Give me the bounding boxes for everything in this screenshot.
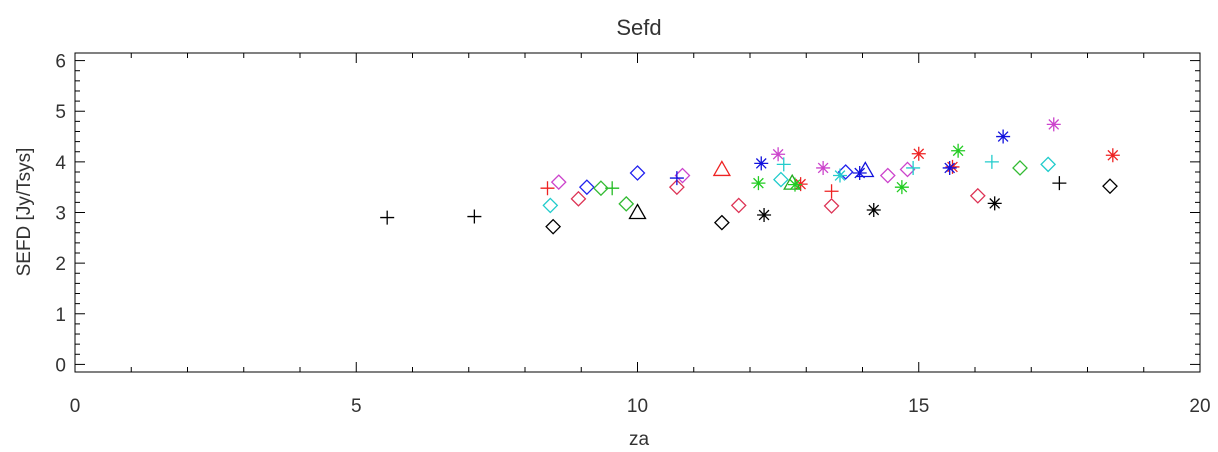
asterisk-marker [1046,117,1061,132]
y-tick-label: 6 [55,52,66,73]
y-tick-label: 0 [55,355,66,376]
asterisk-marker [852,166,867,181]
x-tick-label: 0 [70,396,81,417]
x-axis-label: za [629,429,650,450]
diamond-marker [837,164,854,180]
y-tick-labels: 0 1 2 3 4 5 6 [55,52,66,377]
y-tick-label: 4 [55,153,66,174]
diamond-marker [1102,178,1118,195]
diamond-marker [773,171,789,188]
asterisk-marker [833,168,847,183]
asterisk-marker [757,208,772,223]
x-tick-labels: 0 5 10 15 20 [70,396,1211,417]
plus-marker [669,171,684,186]
asterisk-marker [866,202,881,217]
diamond-marker [823,197,840,214]
triangle-marker [783,173,802,190]
diamond-marker [879,167,896,184]
asterisk-marker [996,129,1011,144]
data-markers [380,117,1120,235]
plus-marker [906,160,921,175]
diamond-marker [570,190,587,207]
asterisk-marker [945,159,960,174]
diamond-marker [1040,156,1057,173]
y-tick-label: 3 [55,204,66,225]
x-tick-label: 20 [1189,396,1210,417]
diamond-marker [618,195,635,212]
diamond-marker [593,180,609,197]
diamond-marker [730,197,747,214]
asterisk-marker [816,160,831,175]
asterisk-marker [987,196,1002,211]
asterisk-marker [771,147,786,162]
axis-ticks [74,53,1201,372]
diamond-marker [969,187,986,204]
triangle-marker [628,203,647,220]
y-axis-label: SEFD [Jy/Tsys] [14,148,35,277]
plus-marker [776,157,791,172]
diamond-marker [545,218,562,235]
plus-marker [540,181,555,196]
asterisk-marker [894,180,909,195]
plus-marker [380,210,395,225]
plus-marker [984,154,999,169]
y-tick-label: 1 [55,305,66,326]
asterisk-marker [942,160,957,175]
diamond-marker [550,174,567,191]
diamond-marker [1012,160,1028,176]
asterisk-marker [911,146,926,161]
asterisk-marker [754,156,769,171]
plot-frame [74,52,1201,373]
diamond-marker [674,167,691,184]
x-tick-label: 15 [908,396,929,417]
asterisk-marker [751,176,766,191]
diamond-marker [668,179,685,196]
y-tick-label: 5 [55,102,66,123]
chart-title: Sefd [616,15,661,40]
diamond-marker [713,214,730,231]
asterisk-marker [788,177,802,192]
plus-marker [824,184,839,199]
y-tick-label: 2 [55,254,66,275]
plus-marker [1052,176,1067,191]
x-tick-label: 10 [627,396,648,417]
diamond-marker [899,161,916,178]
diamond-marker [542,197,559,214]
asterisk-marker [1105,148,1120,163]
plot-border [74,52,1201,373]
diamond-marker [629,165,646,181]
triangle-marker [856,161,875,178]
x-tick-label: 5 [351,396,362,417]
plus-marker [467,209,482,224]
triangle-marker [712,160,731,177]
asterisk-marker [951,143,966,158]
diamond-marker [578,179,595,196]
